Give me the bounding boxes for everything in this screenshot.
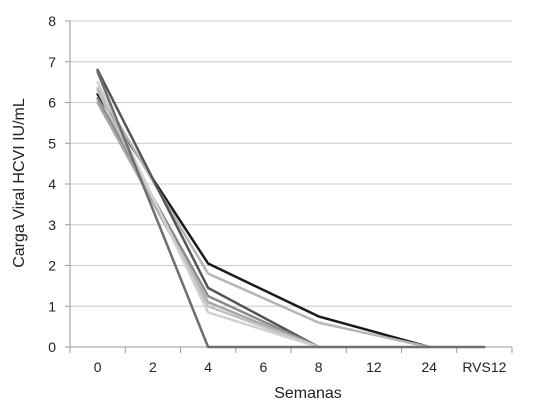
y-tick-label: 4 bbox=[48, 176, 56, 192]
series-line bbox=[96, 80, 320, 349]
x-axis-title: Semanas bbox=[274, 385, 342, 402]
y-tick-label: 0 bbox=[48, 339, 56, 355]
x-tick-label: 2 bbox=[149, 359, 157, 375]
series-line bbox=[96, 68, 320, 349]
x-tick-label: 0 bbox=[94, 359, 102, 375]
y-tick-label: 5 bbox=[48, 135, 56, 151]
x-tick-label: 8 bbox=[315, 359, 323, 375]
y-axis-title: Carga Viral HCVI IU/mL bbox=[11, 98, 28, 268]
y-tick-label: 7 bbox=[48, 54, 56, 70]
y-tick-label: 1 bbox=[48, 298, 56, 314]
y-tick-label: 3 bbox=[48, 217, 56, 233]
series-line bbox=[96, 101, 320, 349]
y-tick-label: 2 bbox=[48, 258, 56, 274]
x-tick-label: 24 bbox=[421, 359, 437, 375]
series-lines bbox=[96, 68, 486, 349]
series-line bbox=[96, 93, 431, 349]
y-tick-label: 6 bbox=[48, 95, 56, 111]
y-tick-label: 8 bbox=[48, 13, 56, 29]
series-line bbox=[96, 86, 431, 349]
series-line bbox=[96, 70, 486, 349]
x-tick-label: 12 bbox=[366, 359, 382, 375]
x-tick-label: 4 bbox=[204, 359, 212, 375]
x-tick-label: RVS12 bbox=[462, 359, 506, 375]
x-tick-label: 6 bbox=[259, 359, 267, 375]
